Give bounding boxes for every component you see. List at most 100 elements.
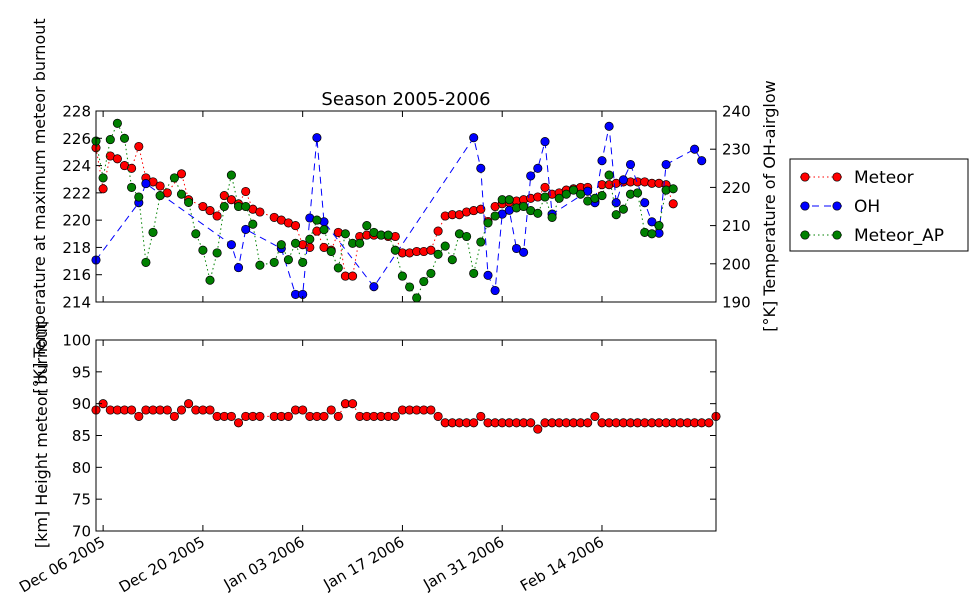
point-meteor-ap-15	[205, 275, 215, 285]
x-tick-label-0: Dec 06 2005	[16, 533, 108, 597]
top-y-tick-label-222: 222	[62, 184, 91, 202]
point-meteor-ap-47	[440, 241, 450, 251]
point-meteor-ap-71	[611, 210, 621, 220]
point-meteor-ap-74	[633, 188, 643, 198]
top-y-tick-label-228: 228	[62, 103, 91, 121]
point-oh-30	[618, 175, 628, 185]
legend-marker-meteor-1	[832, 172, 842, 182]
top-y-tick-label-220: 220	[62, 212, 91, 230]
point-meteor-ap-20	[241, 201, 251, 212]
point-meteor-ap-18	[226, 170, 236, 180]
point-meteor-ap-40	[390, 245, 400, 255]
bottom-left-axis: 70 75 80 85 90 95 100	[62, 332, 716, 541]
point-meteor-ap-17	[219, 201, 229, 212]
bottom-left-ylabel: [km] Height meteor burnout	[32, 322, 51, 548]
point-oh-31	[625, 159, 636, 170]
point-oh-33	[647, 217, 657, 227]
top-y2-tick-label-190: 190	[722, 294, 751, 312]
point-meteor-ap-12	[184, 197, 194, 207]
point-meteor-ap-69	[597, 191, 607, 201]
point-meteor-ap-14	[198, 245, 208, 255]
legend-box	[789, 158, 969, 252]
point-meteor-ap-10	[169, 173, 179, 183]
legend-items: Meteor OH Meteor_AP	[800, 168, 944, 246]
point-oh-4	[233, 263, 244, 273]
point-meteor-60	[540, 182, 550, 192]
legend-label-meteor: Meteor	[854, 168, 914, 188]
series-line-meteor-ap	[95, 122, 674, 299]
point-oh-35	[661, 159, 671, 170]
top-y-tick-label-214: 214	[62, 294, 91, 312]
bottom-plot-frame	[95, 339, 717, 532]
legend: Meteor OH Meteor_AP	[789, 158, 969, 252]
point-meteor-15	[212, 211, 222, 221]
point-meteor-3	[112, 154, 122, 164]
point-meteor-ap-27	[298, 257, 308, 267]
point-height-33	[333, 411, 343, 421]
point-oh-12	[369, 282, 379, 292]
point-meteor-ap-41	[397, 271, 407, 281]
bottom-y-tick-label-85: 85	[72, 427, 91, 445]
top-right-axis: 190 200 210 220 230 240	[710, 103, 751, 312]
top-chart-title: Season 2005-2006	[321, 89, 490, 110]
point-meteor-ap-45	[426, 268, 436, 278]
point-meteor-ap-54	[490, 211, 500, 221]
point-meteor-ap-72	[618, 204, 628, 214]
series-line-oh	[95, 126, 703, 295]
point-meteor-ap-13	[191, 229, 201, 239]
point-meteor-ap-39	[383, 230, 393, 240]
top-y2-tick-label-220: 220	[722, 179, 751, 197]
point-oh-3	[226, 240, 236, 250]
top-y-tick-label-226: 226	[62, 130, 91, 148]
point-meteor-ap-46	[433, 249, 443, 259]
point-meteor-ap-44	[419, 276, 429, 287]
legend-marker-oh-1	[832, 201, 842, 211]
point-height-26	[283, 411, 293, 421]
top-x-axis	[102, 111, 603, 302]
point-meteor-9	[155, 181, 165, 191]
point-meteor-ap-26	[290, 238, 301, 248]
point-oh-22	[533, 163, 543, 173]
point-meteor-ap-28	[305, 234, 315, 244]
legend-label-oh: OH	[854, 197, 880, 217]
point-meteor-ap-58	[519, 201, 529, 212]
point-meteor-ap-64	[561, 189, 571, 199]
point-height-12	[176, 405, 187, 415]
point-oh-2	[141, 179, 151, 189]
point-oh-37	[697, 156, 707, 166]
point-meteor-ap-25	[283, 255, 293, 265]
top-y2-tick-label-200: 200	[722, 255, 751, 273]
top-y-tick-label-224: 224	[62, 157, 91, 175]
point-height-46	[426, 405, 436, 415]
point-meteor-44	[426, 245, 436, 255]
point-height-85	[704, 418, 714, 428]
point-oh-13	[469, 133, 479, 143]
point-meteor-ap-70	[604, 170, 614, 180]
top-panel: Season 2005-2006 214 216 218 220 222 224 226 22…	[30, 18, 779, 393]
point-meteor-ap-53	[483, 218, 493, 228]
point-height-35	[348, 399, 358, 409]
point-meteor-ap-6	[134, 192, 144, 202]
point-meteor-ap-33	[340, 229, 350, 239]
point-meteor-19	[241, 186, 251, 197]
series-line-meteor	[95, 144, 674, 277]
point-meteor-ap-50	[462, 231, 472, 242]
point-oh-27	[597, 156, 607, 166]
bottom-y-tick-label-70: 70	[72, 523, 91, 541]
point-meteor-ap-16	[212, 248, 222, 258]
point-oh-32	[640, 198, 650, 208]
bottom-y-tick-label-100: 100	[62, 332, 91, 350]
point-height-69	[590, 411, 600, 421]
point-height-19	[226, 411, 236, 421]
bottom-y-tick-label-90: 90	[72, 395, 91, 413]
point-oh-28	[604, 121, 614, 131]
point-meteor-ap-35	[355, 238, 365, 248]
point-oh-16	[490, 285, 500, 296]
point-meteor-ap-65	[568, 185, 579, 195]
point-meteor-ap-60	[533, 208, 543, 218]
point-height-61	[533, 424, 543, 434]
point-meteor-ap-36	[362, 221, 372, 231]
point-meteor-ap-42	[405, 282, 415, 292]
bottom-y-tick-label-80: 80	[72, 459, 91, 477]
